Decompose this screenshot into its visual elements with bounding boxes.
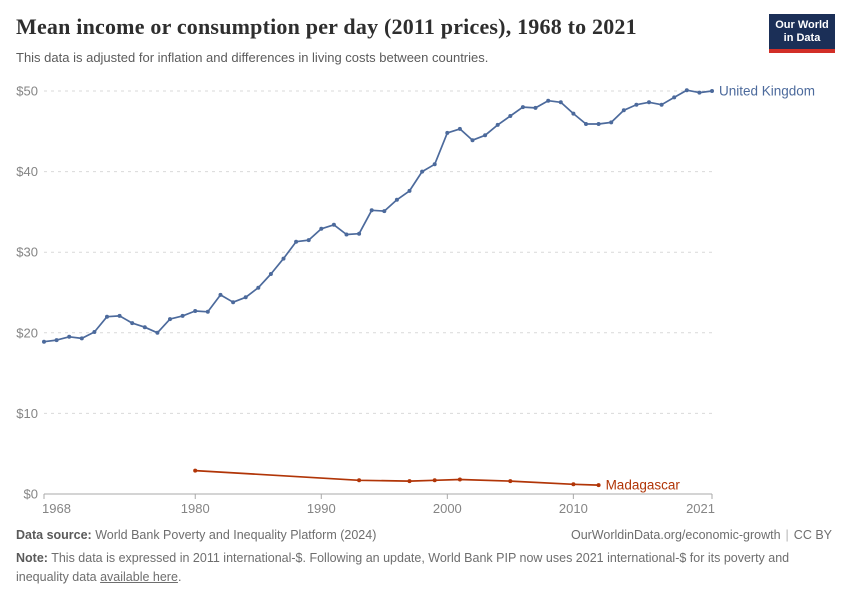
note-line: Note: This data is expressed in 2011 int… (16, 549, 796, 587)
chart-footer: Data source: World Bank Poverty and Ineq… (16, 528, 832, 587)
x-tick-label-2010: 2010 (559, 501, 588, 516)
available-here-link[interactable]: available here (100, 570, 178, 584)
chart-svg[interactable]: $0 $10 $20 $30 $40 $50 1968 1980 1990 2000 2010 202… (0, 75, 850, 525)
madagascar-point-1993[interactable] (357, 478, 362, 483)
united-kingdom-point-2018[interactable] (672, 95, 677, 100)
madagascar-label[interactable]: Madagascar (606, 478, 681, 493)
united-kingdom-point-2005[interactable] (508, 114, 513, 118)
united-kingdom-point-1996[interactable] (394, 197, 399, 202)
united-kingdom-point-1968[interactable] (42, 339, 46, 344)
x-tick-label-1980: 1980 (181, 501, 210, 516)
data-source-label: Data source: (16, 528, 92, 542)
united-kingdom-point-1998[interactable] (420, 169, 425, 174)
united-kingdom-point-2003[interactable] (483, 133, 488, 138)
united-kingdom-point-1997[interactable] (407, 188, 412, 193)
united-kingdom-point-2021[interactable] (710, 89, 714, 93)
united-kingdom-point-1982[interactable] (218, 292, 223, 297)
united-kingdom-point-1983[interactable] (231, 300, 236, 305)
x-tick-label-1990: 1990 (307, 501, 336, 516)
owid-logo[interactable]: Our World in Data (769, 14, 835, 53)
note-label: Note: (16, 551, 48, 565)
united-kingdom-point-2011[interactable] (584, 122, 588, 126)
united-kingdom-point-2004[interactable] (495, 122, 500, 127)
united-kingdom-point-1985[interactable] (256, 285, 261, 290)
united-kingdom-point-1972[interactable] (92, 330, 97, 334)
united-kingdom-point-1994[interactable] (369, 208, 374, 213)
united-kingdom-point-2002[interactable] (470, 138, 475, 143)
footer-divider: | (785, 528, 789, 542)
united-kingdom-point-1980[interactable] (193, 309, 198, 313)
united-kingdom-point-2015[interactable] (634, 102, 639, 107)
united-kingdom-point-1995[interactable] (382, 209, 387, 214)
united-kingdom-point-1978[interactable] (168, 317, 172, 322)
united-kingdom-point-2001[interactable] (457, 126, 462, 131)
united-kingdom-point-1976[interactable] (142, 325, 147, 330)
united-kingdom-point-1981[interactable] (205, 309, 210, 314)
united-kingdom-point-1989[interactable] (306, 238, 311, 243)
madagascar-point-2005[interactable] (508, 479, 513, 484)
footer-links: OurWorldinData.org/economic-growth | CC BY (571, 528, 832, 542)
united-kingdom-point-2009[interactable] (558, 100, 563, 105)
united-kingdom-label[interactable]: United Kingdom (719, 84, 815, 99)
united-kingdom-point-2019[interactable] (684, 88, 689, 93)
united-kingdom-point-2006[interactable] (520, 105, 525, 110)
madagascar-line[interactable] (195, 469, 599, 486)
united-kingdom-point-1971[interactable] (79, 336, 84, 341)
chart-subtitle: This data is adjusted for inflation and … (16, 50, 489, 65)
y-tick-label-40: $40 (16, 164, 38, 179)
data-source-line: Data source: World Bank Poverty and Ineq… (16, 528, 376, 542)
united-kingdom-point-2016[interactable] (647, 100, 651, 105)
madagascar-point-2010[interactable] (571, 482, 576, 487)
united-kingdom-point-1969[interactable] (54, 338, 59, 343)
data-source-text: World Bank Poverty and Inequality Platfo… (91, 528, 377, 542)
united-kingdom-point-1979[interactable] (180, 313, 185, 318)
madagascar-point-1980[interactable] (193, 468, 198, 473)
united-kingdom-point-2013[interactable] (609, 120, 614, 125)
madagascar-point-1997[interactable] (407, 479, 412, 484)
united-kingdom-point-1975[interactable] (130, 321, 135, 326)
united-kingdom-point-2014[interactable] (621, 108, 626, 113)
united-kingdom-point-1986[interactable] (268, 272, 273, 276)
united-kingdom-point-2010[interactable] (571, 111, 576, 116)
united-kingdom-point-1991[interactable] (331, 222, 336, 227)
y-tick-label-20: $20 (16, 325, 38, 340)
y-tick-label-10: $10 (16, 406, 38, 421)
y-tick-label-0: $0 (24, 487, 38, 502)
x-tick-label-1968: 1968 (42, 501, 71, 516)
owid-url-link[interactable]: OurWorldinData.org/economic-growth (570, 528, 781, 542)
united-kingdom-point-2020[interactable] (697, 90, 702, 95)
license-label: CC BY (793, 528, 832, 542)
united-kingdom-point-2008[interactable] (546, 98, 551, 103)
united-kingdom-point-1973[interactable] (105, 314, 109, 319)
united-kingdom-point-1984[interactable] (243, 295, 248, 300)
x-tick-label-2000: 2000 (433, 501, 462, 516)
united-kingdom-point-1999[interactable] (432, 162, 437, 167)
madagascar-point-1999[interactable] (432, 478, 437, 483)
united-kingdom-point-1977[interactable] (155, 330, 160, 335)
note-text: This data is expressed in 2011 internati… (16, 551, 790, 584)
chart-title: Mean income or consumption per day (2011… (16, 14, 637, 39)
united-kingdom-point-2000[interactable] (445, 130, 450, 135)
x-tick-label-2021: 2021 (686, 501, 715, 516)
united-kingdom-point-2007[interactable] (533, 105, 538, 110)
madagascar-point-2012[interactable] (596, 483, 601, 488)
united-kingdom-point-1993[interactable] (357, 231, 362, 236)
united-kingdom-line[interactable] (43, 89, 713, 343)
united-kingdom-point-1990[interactable] (319, 226, 324, 231)
owid-logo-line2: in Data (783, 32, 821, 44)
y-tick-label-30: $30 (16, 245, 38, 260)
united-kingdom-point-1974[interactable] (117, 313, 122, 318)
madagascar-point-2001[interactable] (457, 477, 462, 482)
united-kingdom-point-1970[interactable] (67, 334, 72, 339)
note-period: . (177, 570, 182, 584)
y-tick-label-50: $50 (16, 84, 38, 99)
owid-logo-line1: Our World (775, 19, 829, 31)
united-kingdom-point-1987[interactable] (281, 256, 286, 261)
united-kingdom-point-1988[interactable] (294, 239, 299, 244)
united-kingdom-point-2012[interactable] (596, 122, 601, 126)
united-kingdom-point-1992[interactable] (344, 232, 349, 237)
united-kingdom-point-2017[interactable] (659, 102, 664, 107)
